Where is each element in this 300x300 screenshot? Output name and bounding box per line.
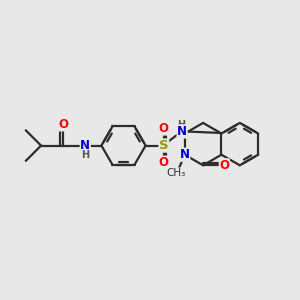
Text: H: H xyxy=(81,150,89,160)
Text: O: O xyxy=(219,159,229,172)
Text: N: N xyxy=(177,125,187,138)
Text: N: N xyxy=(80,139,90,152)
Text: O: O xyxy=(159,122,169,135)
Text: O: O xyxy=(159,156,169,169)
Text: N: N xyxy=(180,148,190,161)
Text: H: H xyxy=(177,120,186,130)
Text: S: S xyxy=(159,139,169,152)
Text: CH₃: CH₃ xyxy=(166,168,185,178)
Text: O: O xyxy=(58,118,68,131)
